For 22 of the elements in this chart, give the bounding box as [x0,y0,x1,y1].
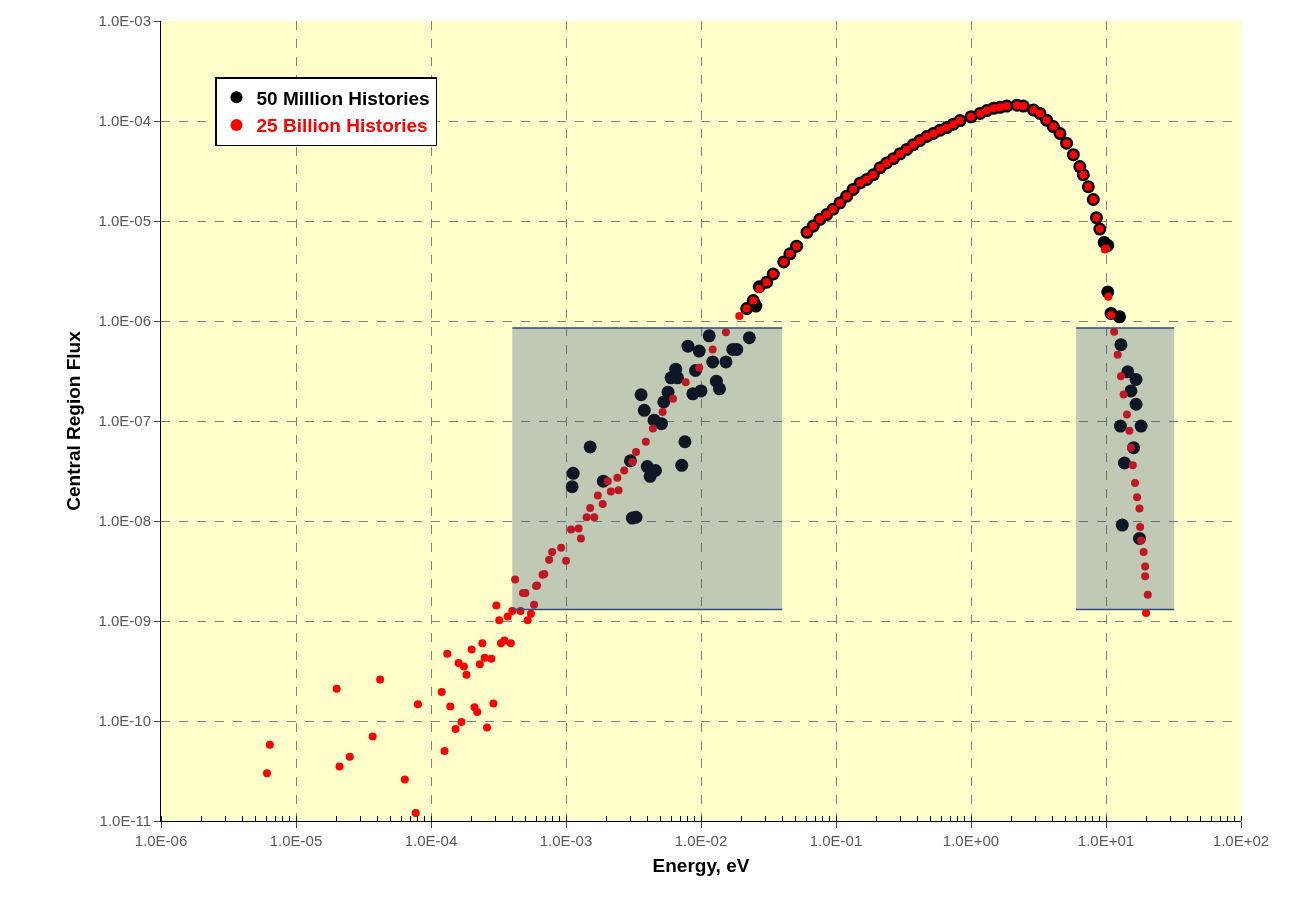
y-tick-label: 1.0E-11 [99,812,151,830]
y-tick-label: 1.0E-05 [98,212,151,230]
x-tick-label: 1.0E-03 [539,832,593,849]
y-tick-label: 1.0E-07 [98,412,151,430]
x-tick-label: 1.0E+02 [1212,832,1270,849]
x-tick-label: 1.0E-05 [269,832,323,849]
x-tick-label: 1.0E-06 [134,832,188,849]
legend-label: 50 Million Histories [256,87,430,109]
y-tick-label: 1.0E-08 [98,512,151,530]
y-tick-label: 1.0E-06 [98,312,151,330]
y-tick-label: 1.0E-09 [98,612,151,630]
y-tick-label: 1.0E-03 [98,12,151,30]
y-tick-label: 1.0E-10 [98,712,151,730]
y-tick-label: 1.0E-04 [98,112,151,130]
x-axis-title: Energy, eV [652,854,750,876]
x-tick-label: 1.0E-02 [674,832,728,849]
y-axis-title: Central Region Flux [63,330,85,511]
legend-label: 25 Billion Histories [256,115,428,137]
x-tick-label: 1.0E+01 [1077,832,1135,849]
x-tick-label: 1.0E+00 [942,832,1000,849]
x-tick-label: 1.0E-01 [809,832,863,849]
x-tick-label: 1.0E-04 [404,832,458,849]
